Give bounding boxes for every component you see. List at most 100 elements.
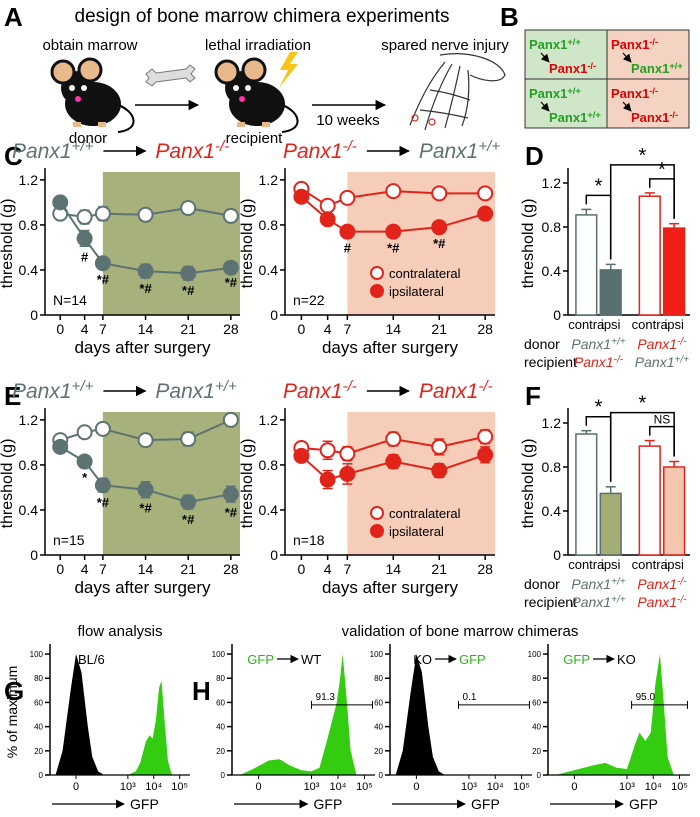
x-tick-label: 4: [81, 561, 89, 577]
genotype: -/-: [614, 354, 624, 365]
data-point: [180, 265, 197, 282]
y-tick-label: 0: [270, 547, 278, 563]
donor-genotype: Panx1+/+: [571, 336, 625, 352]
annotation: *: [82, 470, 88, 485]
x-axis-label: GFP: [130, 796, 159, 812]
data-point: [319, 211, 336, 228]
gene: Panx1: [574, 354, 614, 370]
y-axis-label: threshold (g): [0, 439, 16, 529]
recipient-genotype: Panx1-/-: [574, 354, 624, 370]
donor-genotype: Panx1+/+: [529, 86, 581, 101]
genotype: +/+: [72, 378, 94, 395]
y-tick-label: 0.8: [19, 457, 39, 473]
x-tick-label: 28: [477, 321, 493, 337]
y-tick-label: 1.2: [542, 415, 562, 431]
gate-label: 0.1: [463, 692, 477, 703]
recipient-genotype: Panx1+/+: [631, 61, 683, 76]
data-point: [339, 189, 356, 206]
y-tick-label: 1.2: [19, 172, 39, 188]
bar: [638, 445, 661, 556]
y-axis-label: threshold (g): [239, 439, 256, 529]
x-tick-label: 10⁴: [487, 781, 504, 793]
title-recipient: Panx1+/+: [419, 138, 501, 163]
genotype: -/-: [677, 594, 687, 605]
data-point: [76, 424, 93, 441]
histogram: [55, 654, 105, 775]
y-tick-label: 40: [532, 723, 541, 732]
annotation: *#: [182, 512, 195, 527]
x-tick-label: 7: [343, 321, 351, 337]
data-point: [319, 442, 336, 459]
panel-letter: A: [4, 2, 23, 32]
design-grid: [524, 29, 690, 129]
n-label: n=18: [293, 532, 325, 548]
y-tick-label: 80: [374, 674, 383, 683]
y-tick-label: 1.2: [19, 412, 39, 428]
data-point: [52, 194, 69, 211]
annotation: *#: [225, 275, 238, 290]
panel-title: flow analysis: [77, 623, 162, 640]
interval-label: 10 weeks: [316, 112, 379, 129]
x-tick-label: 10³: [619, 781, 635, 793]
y-tick-label: 0.8: [259, 217, 279, 233]
panel-letter: H: [192, 676, 211, 706]
data-point: [94, 420, 111, 437]
data-point: [76, 453, 93, 470]
y-tick-label: 100: [30, 650, 44, 659]
mouse-label: donor: [69, 130, 107, 147]
significance-bracket: [648, 425, 675, 457]
x-tick-label: 10⁴: [145, 781, 162, 793]
x-tick-label: 4: [324, 561, 332, 577]
donor-genotype: Panx1-/-: [611, 86, 658, 101]
x-axis-label: GFP: [471, 796, 500, 812]
y-tick-label: 0: [39, 771, 44, 780]
gene: Panx1: [155, 140, 215, 163]
recipient-genotype: Panx1-/-: [637, 594, 687, 610]
x-axis-label: days after surgery: [322, 578, 459, 597]
x-tick-label: 0: [256, 781, 262, 793]
y-tick-label: 0.4: [542, 263, 562, 279]
data-point: [76, 230, 93, 247]
y-tick-label: 0.4: [19, 262, 39, 278]
panel-letter: G: [4, 676, 24, 706]
y-tick-label: 60: [34, 698, 43, 707]
x-axis-label: days after surgery: [74, 578, 211, 597]
y-tick-label: 0: [30, 547, 38, 563]
x-tick-label: 10⁵: [356, 781, 373, 793]
x-tick-label: 0: [413, 781, 419, 793]
y-tick-label: 0.4: [259, 502, 279, 518]
x-tick-label: 10³: [461, 781, 477, 793]
donor-mouse: [50, 57, 136, 134]
y-tick-label: 40: [216, 723, 225, 732]
significance-label: *: [595, 397, 603, 419]
x-tick-label: 10⁴: [645, 781, 662, 793]
x-axis-label: GFP: [629, 796, 658, 812]
y-tick-label: 0: [553, 547, 561, 563]
y-tick-label: 80: [532, 674, 541, 683]
data-point: [477, 446, 494, 463]
design-cell: [606, 78, 690, 129]
bone-icon: [145, 64, 196, 87]
genotype: +/+: [567, 86, 581, 96]
genotype: +/+: [611, 576, 626, 587]
gene: Panx1: [637, 576, 677, 592]
gene: Panx1: [637, 336, 677, 352]
x-tick-label: 7: [99, 321, 107, 337]
x-tick-label: 10³: [304, 781, 320, 793]
annotation: *#: [97, 495, 110, 510]
genotype: +/+: [669, 61, 683, 71]
genotype: -/-: [649, 86, 658, 96]
data-point: [222, 486, 239, 503]
y-tick-label: 20: [216, 747, 225, 756]
genotype: +/+: [587, 110, 601, 120]
y-axis-label: threshold (g): [520, 199, 537, 289]
y-tick-label: 0.4: [19, 502, 39, 518]
x-tick-label: 14: [385, 321, 401, 337]
x-tick-label: 0: [298, 561, 306, 577]
genotype: +/+: [611, 594, 626, 605]
genotype: -/-: [215, 138, 229, 155]
y-tick-label: 0: [30, 307, 38, 323]
donor-genotype: Panx1-/-: [611, 37, 658, 52]
title-part: GFP: [459, 652, 486, 667]
gene: Panx1: [571, 336, 611, 352]
